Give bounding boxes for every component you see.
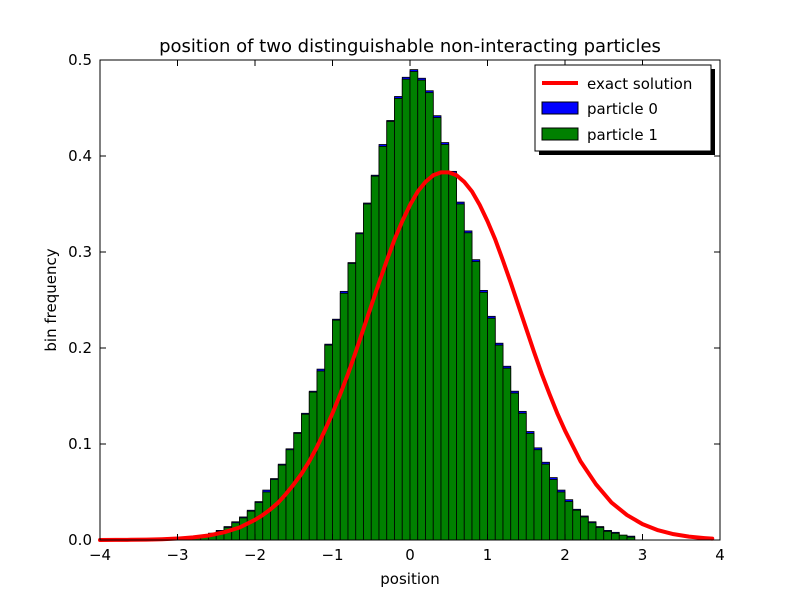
x-tick-label: 3 [638,546,648,564]
y-tick-label: 0.1 [68,435,92,453]
bar-particle-1 [425,92,434,541]
bar-particle-1 [324,344,333,541]
bar-particle-1 [293,433,302,541]
legend: exact solution particle 0 particle 1 [534,64,715,155]
x-tick-label: −1 [321,546,343,564]
exact-solution-curve [98,170,715,542]
bar-particle-1 [580,516,589,541]
bar-particle-1 [339,292,349,541]
bar-particle-1 [378,145,388,541]
bar-particle-1 [448,172,457,541]
bar-particle-1 [572,509,581,541]
bar-particle-1 [494,344,504,541]
bar-particle-1 [409,71,419,541]
y-tick-label: 0.3 [68,243,92,261]
legend-label-particle-1: particle 1 [587,126,658,144]
x-tick-label: 4 [715,546,725,564]
bar-particle-1 [549,479,558,541]
y-axis-label: bin frequency [42,248,60,351]
x-tick-label: −3 [166,546,188,564]
bar-particle-1 [603,530,612,541]
bar-particle-1 [394,98,403,541]
bar-particle-1 [587,522,597,541]
bar-particle-1 [355,233,364,541]
bar-particle-1 [401,78,411,541]
bar-particle-1 [618,534,628,541]
bar-particle-1 [347,263,357,541]
bar-particle-1 [440,144,450,541]
x-tick-label: 2 [560,546,570,564]
bar-particle-1 [595,527,605,541]
bar-particle-1 [502,367,512,541]
bar-particle-1 [308,391,318,541]
bar-particle-1 [471,261,481,541]
bar-particle-1 [370,175,380,541]
x-tick-label: −2 [244,546,266,564]
bar-particle-1 [363,203,372,541]
bar-particle-1 [525,433,535,541]
bar-particle-1 [564,501,574,541]
bar-particle-1 [533,449,543,541]
legend-swatch-particle-1 [541,127,579,141]
bar-particle-1 [332,319,341,541]
bar-particle-1 [541,463,550,541]
legend-label-exact-solution: exact solution [587,75,692,93]
x-tick-label: 1 [483,546,493,564]
bar-particle-1 [487,317,496,541]
bar-particle-1 [246,510,256,541]
bar-particle-1 [316,370,326,541]
histogram-bars [184,69,636,541]
y-tick-label: 0.4 [68,147,92,165]
x-tick-label: 0 [405,546,415,564]
y-tick-label: 0.5 [68,51,92,69]
y-axis-ticks: 0.0 0.1 0.2 0.3 0.4 0.5 [68,51,720,549]
legend-label-particle-0: particle 0 [587,100,658,118]
bar-particle-1 [432,117,442,541]
bar-particle-1 [479,291,488,541]
chart-title: position of two distinguishable non-inte… [159,36,661,57]
legend-swatch-particle-0 [541,101,579,115]
y-tick-label: 0.2 [68,339,92,357]
bar-particle-1 [456,203,465,541]
bar-particle-1 [417,79,426,541]
x-tick-label: −4 [89,546,111,564]
bar-particle-1 [556,491,566,541]
x-axis-ticks: −4 −3 −2 −1 0 1 2 3 4 [89,60,725,564]
y-tick-label: 0.0 [68,531,92,549]
exact-solution-line [98,170,715,542]
x-axis-label: position [380,570,439,588]
bar-particle-1 [611,532,620,541]
bar-particle-1 [301,413,310,541]
bar-particle-1 [510,392,519,541]
bar-particle-1 [518,412,527,541]
bar-particle-1 [463,232,473,541]
bar-particle-1 [386,121,395,541]
